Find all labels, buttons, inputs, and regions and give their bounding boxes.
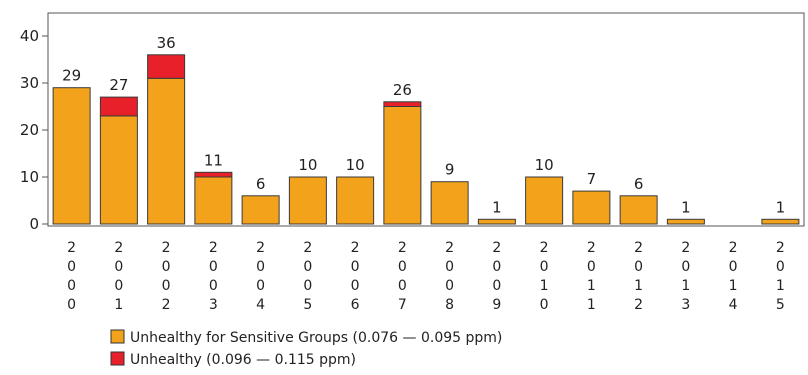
bar-sensitive-2015	[761, 218, 800, 225]
bar-sensitive-2003	[194, 176, 233, 225]
y-tick-label: 10	[20, 168, 39, 186]
bar-unhealthy-2007	[383, 101, 422, 108]
y-tick-label: 40	[20, 27, 39, 45]
data-label-2002: 36	[157, 34, 176, 52]
bar-sensitive-2000	[52, 87, 91, 225]
plot-frame	[47, 12, 805, 227]
bar-unhealthy-2003	[194, 171, 233, 178]
bar-sensitive-2010	[525, 176, 564, 225]
y-tick-label: 30	[20, 74, 39, 92]
y-tick-label: 0	[29, 215, 39, 233]
bar-sensitive-2004	[241, 195, 280, 225]
data-label-2005: 10	[298, 156, 317, 174]
bar-unhealthy-2001	[99, 96, 138, 117]
bar-sensitive-2007	[383, 106, 422, 225]
data-label-2004: 6	[256, 175, 266, 193]
data-label-2003: 11	[204, 151, 223, 169]
legend-label-unhealthy: Unhealthy (0.096 — 0.115 ppm)	[130, 352, 356, 368]
bars	[52, 54, 800, 225]
data-label-2001: 27	[109, 76, 128, 94]
legend: Unhealthy for Sensitive Groups (0.076 — …	[110, 329, 502, 368]
bar-sensitive-2012	[619, 195, 658, 225]
data-label-2009: 1	[492, 198, 502, 216]
x-axis-labels: 2 0 0 0 2 0 0 1 2 0 0 2 2 0 0 3 2 0 0 4 2 0 0 5 2 0 0 6 2 0 0 7 2 0 0 8 2 0 0 9…	[67, 240, 785, 313]
bar-sensitive-2001	[99, 115, 138, 225]
y-axis: 0 10 20 30 40	[20, 27, 48, 233]
data-label-2007: 26	[393, 81, 412, 99]
data-label-2008: 9	[445, 161, 455, 179]
data-label-2000: 29	[62, 67, 81, 85]
bar-sensitive-2011	[572, 190, 611, 225]
legend-label-sensitive: Unhealthy for Sensitive Groups (0.076 — …	[130, 330, 502, 346]
bar-sensitive-2009	[477, 218, 516, 225]
bar-sensitive-2006	[336, 176, 375, 225]
legend-swatch-unhealthy	[110, 351, 125, 366]
bar-sensitive-2005	[288, 176, 327, 225]
legend-swatch-sensitive	[110, 329, 125, 344]
bar-sensitive-2002	[147, 77, 186, 225]
bar-sensitive-2013	[666, 218, 705, 225]
data-label-2011: 7	[587, 170, 597, 188]
data-label-2012: 6	[634, 175, 644, 193]
data-label-2006: 10	[346, 156, 365, 174]
bar-sensitive-2008	[430, 181, 469, 225]
data-label-2010: 10	[535, 156, 554, 174]
data-label-2013: 1	[681, 198, 691, 216]
data-label-2015: 1	[776, 198, 786, 216]
bar-unhealthy-2002	[147, 54, 186, 79]
y-tick-label: 20	[20, 121, 39, 139]
